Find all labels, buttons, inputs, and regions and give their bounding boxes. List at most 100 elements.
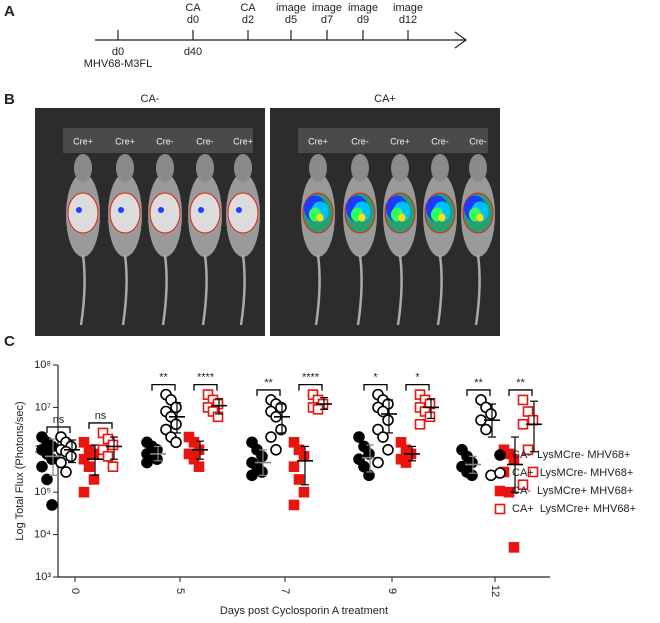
data-point (517, 479, 529, 491)
mouse-head (469, 154, 487, 182)
mouse-head (74, 154, 92, 182)
x-axis-title: Days post Cyclosporin A treatment (220, 605, 388, 617)
mouse-tail (356, 254, 363, 326)
data-point (298, 451, 310, 462)
timeline-label: d7 (321, 14, 333, 26)
mouse-tail (436, 254, 443, 326)
timeline-label: d0 (112, 46, 124, 58)
data-point (212, 411, 224, 423)
data-point (270, 443, 282, 456)
chamber-plate (63, 128, 253, 153)
data-point (377, 431, 389, 443)
mouse-head (156, 154, 174, 182)
legend-label: CA- LysMCre- MHV68+ (512, 449, 630, 461)
mouse-tail (396, 254, 403, 326)
data-point (107, 439, 119, 451)
data-point (466, 456, 478, 469)
panel-label: C (4, 333, 15, 350)
data-point (78, 486, 90, 498)
mouse-head (351, 154, 369, 182)
y-axis-title: Log Total Flux (Photons/sec) (14, 401, 26, 540)
significance-label: ns (95, 410, 107, 422)
data-point (60, 466, 72, 478)
data-point (382, 414, 394, 426)
data-point (46, 499, 58, 511)
signal (76, 207, 82, 213)
significance-label: ** (264, 377, 273, 389)
data-point (288, 499, 300, 511)
significance-bracket (405, 383, 430, 391)
signal (476, 213, 484, 222)
data-point (88, 474, 100, 485)
data-point (102, 451, 114, 462)
timeline-arrow (454, 31, 468, 49)
data-point (527, 414, 539, 426)
y-tick-label: 10⁸ (34, 359, 51, 371)
data-point (55, 456, 67, 469)
significance-label: * (415, 372, 420, 384)
data-point (480, 423, 492, 436)
data-point (41, 473, 53, 486)
significance-bracket (151, 383, 176, 391)
image-title: CA+ (374, 93, 396, 105)
data-point (372, 456, 384, 469)
image-title: CA- (141, 93, 160, 105)
chamber-plate (298, 128, 488, 153)
signal (236, 207, 242, 213)
roi (149, 192, 181, 234)
mouse-tail (314, 254, 321, 326)
legend-marker (494, 449, 506, 461)
x-tick-label: 12 (489, 585, 501, 597)
cre-label: Cre+ (390, 136, 410, 146)
data-point (256, 450, 268, 463)
data-point (83, 461, 95, 472)
signal (198, 207, 204, 213)
data-point (527, 466, 539, 478)
significance-label: ** (159, 372, 168, 384)
significance-bracket (88, 422, 113, 429)
significance-bracket (256, 389, 281, 396)
mouse-tail (474, 254, 481, 326)
signal (398, 213, 406, 222)
timeline-label: d2 (242, 14, 254, 26)
timeline-label: image (276, 2, 306, 14)
data-point (170, 418, 182, 431)
data-point (298, 486, 310, 498)
data-point (517, 394, 529, 406)
x-tick-label: 7 (279, 588, 291, 594)
timeline-label: d9 (357, 14, 369, 26)
data-point (275, 423, 287, 436)
data-point (293, 474, 305, 485)
data-point (363, 469, 375, 482)
legend-label: CA- LysMCre+ MHV68+ (512, 485, 633, 497)
data-point (400, 457, 412, 468)
cre-label: Cre- (156, 136, 174, 146)
significance-bracket (363, 383, 388, 391)
legend-label: CA+ LysMCre- MHV68+ (512, 467, 633, 479)
mouse-tail (161, 254, 168, 326)
significance-bracket (508, 389, 533, 396)
signal (118, 207, 124, 213)
panel-label: A (4, 3, 15, 20)
legend-marker (494, 467, 506, 479)
mouse-head (196, 154, 214, 182)
roi (67, 192, 99, 234)
timeline-label: d5 (285, 14, 297, 26)
cre-label: Cre- (431, 136, 449, 146)
mouse-head (391, 154, 409, 182)
significance-label: **** (197, 372, 215, 384)
legend-marker (494, 503, 506, 515)
significance-bracket (298, 383, 323, 391)
x-tick-label: 9 (386, 588, 398, 594)
legend-marker (494, 485, 506, 497)
mouse-tail (201, 254, 208, 326)
timeline-label: d12 (399, 14, 417, 26)
timeline-label: image (312, 2, 342, 14)
significance-bracket (193, 383, 218, 391)
y-tick-label: 10⁵ (34, 486, 51, 498)
data-point (256, 466, 268, 478)
y-tick-label: 10³ (35, 571, 51, 583)
timeline-label: d40 (184, 46, 202, 58)
data-point (288, 461, 300, 472)
